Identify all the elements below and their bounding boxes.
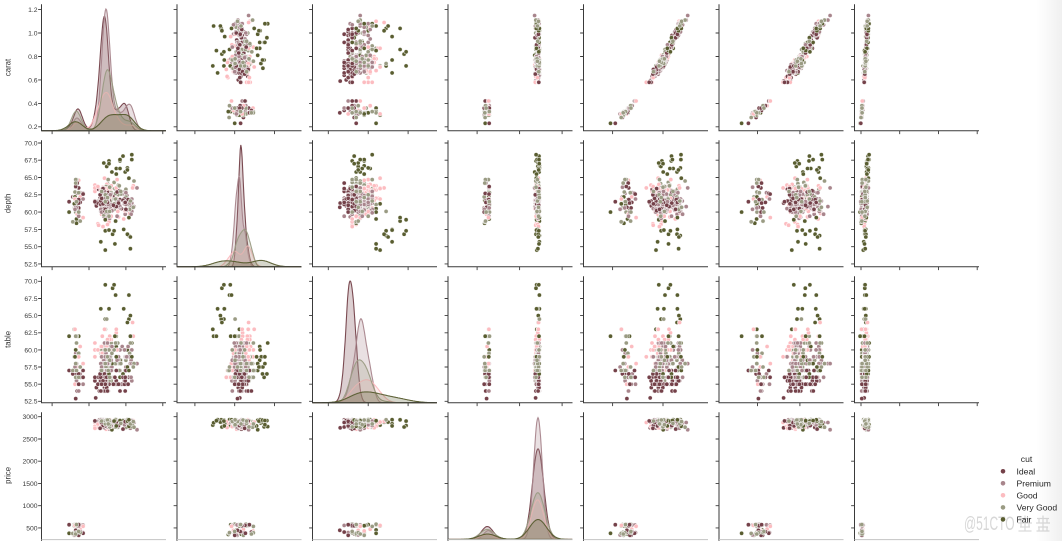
svg-text:55.0: 55.0 xyxy=(24,244,37,251)
svg-text:62.5: 62.5 xyxy=(24,330,37,337)
svg-text:65.0: 65.0 xyxy=(24,313,37,320)
svg-text:67.5: 67.5 xyxy=(24,158,37,165)
svg-text:60.0: 60.0 xyxy=(24,347,37,354)
svg-text:price: price xyxy=(4,467,13,484)
svg-text:1000: 1000 xyxy=(22,503,37,510)
svg-text:carat: carat xyxy=(4,58,13,76)
svg-text:0.2: 0.2 xyxy=(28,124,38,131)
svg-text:3000: 3000 xyxy=(22,414,37,421)
svg-text:cut: cut xyxy=(1021,454,1033,464)
svg-text:52.5: 52.5 xyxy=(24,261,37,268)
svg-text:depth: depth xyxy=(4,194,13,214)
svg-text:1500: 1500 xyxy=(22,481,37,488)
svg-text:table: table xyxy=(4,331,13,348)
svg-text:2500: 2500 xyxy=(22,436,37,443)
svg-text:67.5: 67.5 xyxy=(24,296,37,303)
svg-text:@51CTO: @51CTO xyxy=(964,514,1015,535)
svg-text:57.5: 57.5 xyxy=(24,364,37,371)
svg-text:62.5: 62.5 xyxy=(24,192,37,199)
svg-text:52.5: 52.5 xyxy=(24,399,37,406)
svg-text:1.0: 1.0 xyxy=(28,30,38,37)
svg-text:60.0: 60.0 xyxy=(24,210,37,217)
svg-text:Ideal: Ideal xyxy=(1017,466,1036,476)
svg-text:70.0: 70.0 xyxy=(24,279,37,286)
svg-text:0.4: 0.4 xyxy=(28,101,38,108)
svg-text:65.0: 65.0 xyxy=(24,175,37,182)
svg-text:55.0: 55.0 xyxy=(24,382,37,389)
svg-text:0.6: 0.6 xyxy=(28,77,38,84)
svg-text:1.2: 1.2 xyxy=(28,7,38,14)
svg-text:2000: 2000 xyxy=(22,459,37,466)
svg-text:Good: Good xyxy=(1017,490,1038,500)
svg-text:Fair: Fair xyxy=(1017,514,1032,524)
svg-text:57.5: 57.5 xyxy=(24,227,37,234)
svg-text:0.8: 0.8 xyxy=(28,54,38,61)
svg-text:70.0: 70.0 xyxy=(24,140,37,147)
svg-text:500: 500 xyxy=(26,525,38,532)
